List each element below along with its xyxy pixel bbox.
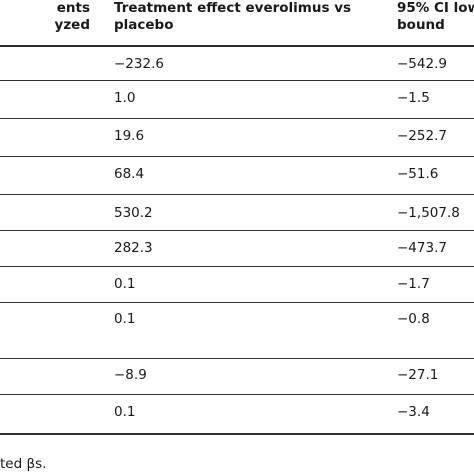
ci-low-cell: −3.4 <box>397 404 430 420</box>
table-row: 68.4 −51.6 <box>0 157 474 195</box>
table-row: −8.9 −27.1 <box>0 359 474 395</box>
treatment-effect-cell: 19.6 <box>114 128 145 144</box>
table-footnote: ted βs. <box>0 456 47 472</box>
ci-low-cell: −542.9 <box>397 56 447 72</box>
row-divider <box>0 156 474 157</box>
header-ci-lower-bound: 95% CI low bound <box>397 0 474 33</box>
treatment-effect-cell: 0.1 <box>114 404 136 420</box>
header-treatment-effect: Treatment effect everolimus vs placebo <box>114 0 352 33</box>
ci-low-cell: −1.5 <box>397 90 430 106</box>
treatment-effect-cell: 282.3 <box>114 240 153 256</box>
ci-low-cell: −0.8 <box>397 311 430 327</box>
treatment-effect-cell: 68.4 <box>114 166 145 182</box>
row-divider <box>0 230 474 231</box>
treatment-effect-cell: 1.0 <box>114 90 136 106</box>
treatment-effect-cell: −8.9 <box>114 367 147 383</box>
row-divider <box>0 194 474 195</box>
row-divider <box>0 394 474 395</box>
ci-low-cell: −1.7 <box>397 276 430 292</box>
row-divider <box>0 80 474 81</box>
table-bottom-rule <box>0 433 474 435</box>
treatment-effect-cell: −232.6 <box>114 56 164 72</box>
table-row: −232.6 −542.9 <box>0 47 474 81</box>
table-row: 0.1 −0.8 <box>0 303 474 359</box>
table-row: 0.1 −3.4 <box>0 395 474 435</box>
row-divider <box>0 118 474 119</box>
treatment-effect-cell: 530.2 <box>114 205 153 221</box>
ci-low-cell: −1,507.8 <box>397 205 460 221</box>
table-row: 530.2 −1,507.8 <box>0 195 474 231</box>
header-patients-analyzed: ents yzed <box>54 0 90 33</box>
ci-low-cell: −51.6 <box>397 166 439 182</box>
row-divider <box>0 266 474 267</box>
header-divider <box>0 45 474 47</box>
table-row: 19.6 −252.7 <box>0 119 474 157</box>
row-divider <box>0 358 474 359</box>
row-divider <box>0 302 474 303</box>
table-row: 1.0 −1.5 <box>0 81 474 119</box>
table-row: 282.3 −473.7 <box>0 231 474 267</box>
ci-low-cell: −252.7 <box>397 128 447 144</box>
treatment-effect-cell: 0.1 <box>114 311 136 327</box>
treatment-effect-cell: 0.1 <box>114 276 136 292</box>
ci-low-cell: −27.1 <box>397 367 439 383</box>
table-header: ents yzed Treatment effect everolimus vs… <box>0 0 474 47</box>
table-row: 0.1 −1.7 <box>0 267 474 303</box>
ci-low-cell: −473.7 <box>397 240 447 256</box>
